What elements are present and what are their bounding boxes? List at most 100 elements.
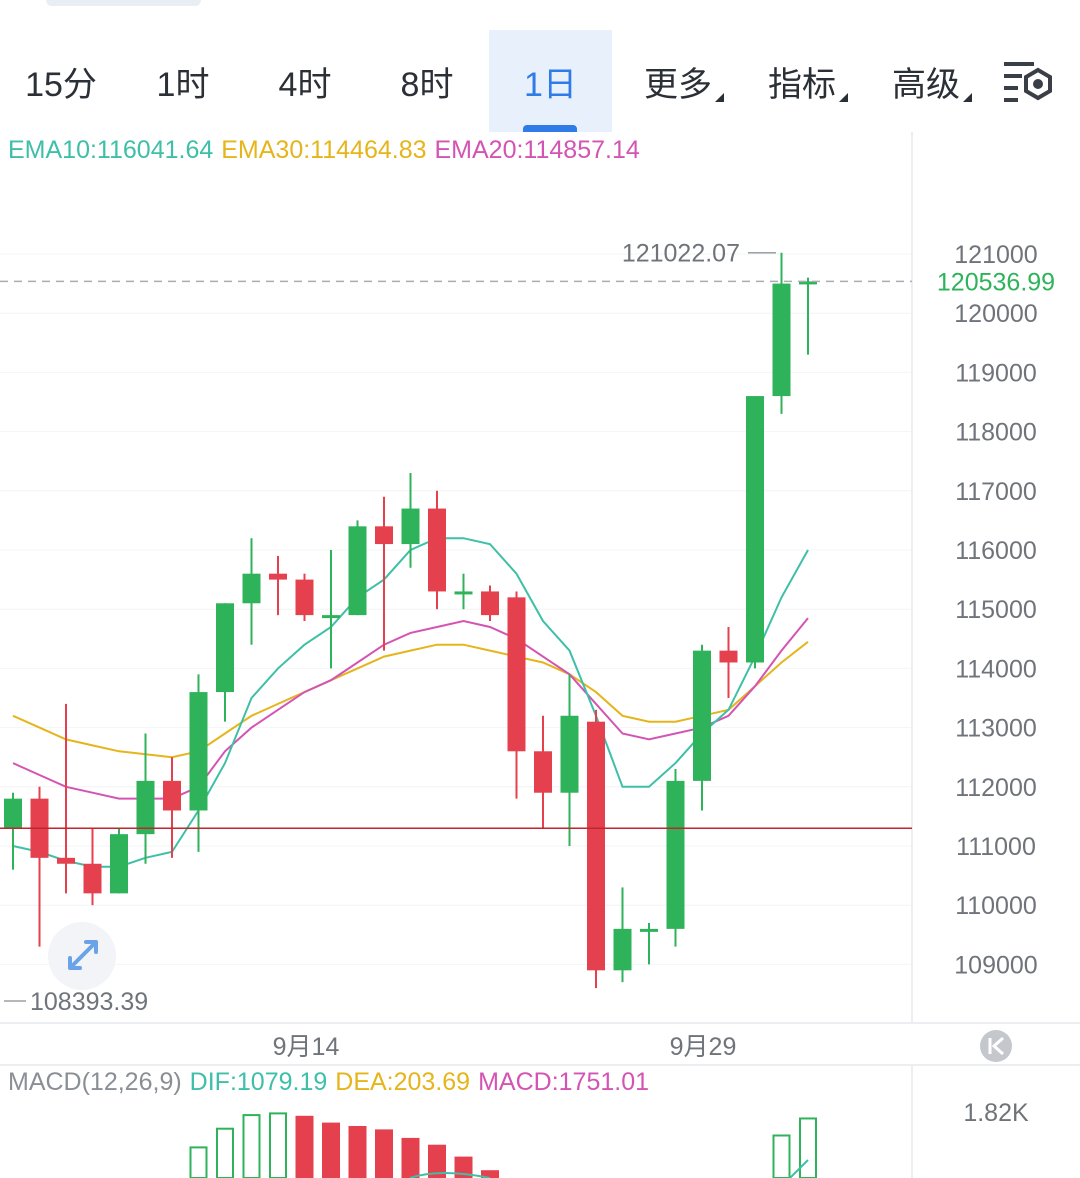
candle-body bbox=[295, 579, 314, 616]
candle-body bbox=[189, 692, 208, 811]
candle-body bbox=[322, 615, 340, 619]
price-axis: 121000 120000 119000 118000 117000 116000 1150… bbox=[954, 241, 1037, 979]
current-price-group: 120536.99 bbox=[0, 265, 1072, 298]
candle-body bbox=[136, 780, 155, 835]
dropdown-triangle-icon bbox=[963, 93, 972, 102]
low-price-label: 108393.39 bbox=[30, 988, 148, 1016]
candle-body bbox=[163, 780, 181, 811]
tab-label: 指标 bbox=[768, 65, 836, 104]
price-tick-label: 115000 bbox=[955, 596, 1037, 624]
interval-tab-bar: 15分 1时 4时 8时 1日 更多 指标 高级 bbox=[0, 0, 1080, 132]
candle-body bbox=[428, 508, 446, 592]
macd-value: MACD:1751.01 bbox=[478, 1068, 650, 1096]
ema-lines bbox=[12, 537, 809, 868]
macd-dif-line bbox=[789, 1159, 809, 1178]
scroll-to-latest-icon[interactable] bbox=[980, 1030, 1012, 1062]
ema-legend: EMA10:116041.64 EMA30:114464.83 EMA20:1148… bbox=[8, 136, 648, 165]
candle-body bbox=[348, 526, 367, 616]
candle-body bbox=[110, 834, 128, 894]
candle-body bbox=[719, 650, 738, 663]
candle-body bbox=[587, 721, 605, 971]
macd-bar bbox=[799, 1117, 817, 1178]
candle-body bbox=[4, 798, 22, 829]
tab-label: 更多 bbox=[644, 65, 712, 104]
candle-body bbox=[481, 591, 499, 616]
tab-1hour[interactable]: 1时 bbox=[122, 30, 244, 132]
macd-bar bbox=[375, 1129, 393, 1178]
tab-label: 8时 bbox=[400, 65, 454, 104]
ema10-label: EMA10:116041.64 bbox=[8, 136, 214, 164]
macd-bar bbox=[348, 1126, 367, 1178]
candle-body bbox=[269, 573, 287, 580]
price-tick-label: 116000 bbox=[955, 537, 1037, 565]
dropdown-triangle-icon bbox=[715, 93, 724, 102]
price-tick-label: 120000 bbox=[954, 300, 1037, 328]
current-price-label: 120536.99 bbox=[937, 268, 1055, 296]
candle-body bbox=[454, 591, 473, 595]
candle-body bbox=[799, 281, 817, 285]
tab-label: 高级 bbox=[892, 65, 960, 104]
candle-body bbox=[666, 780, 685, 929]
current-price-badge bbox=[920, 265, 1072, 298]
ema20-label: EMA20:114857.14 bbox=[434, 136, 640, 164]
candle-body bbox=[772, 283, 791, 397]
ema20-line bbox=[12, 617, 809, 800]
price-tick-label: 109000 bbox=[954, 951, 1037, 979]
extreme-labels: 121022.07 108393.39 bbox=[4, 240, 776, 1016]
candle-body bbox=[693, 650, 711, 781]
tab-1day[interactable]: 1日 bbox=[489, 30, 612, 132]
tab-indicators[interactable]: 指标 bbox=[750, 30, 854, 132]
chart-settings-icon[interactable] bbox=[1000, 56, 1058, 106]
tab-15min[interactable]: 15分 bbox=[0, 30, 122, 132]
macd-bar bbox=[322, 1122, 340, 1178]
price-tick-label: 121000 bbox=[954, 241, 1037, 269]
price-tick-label: 119000 bbox=[955, 359, 1037, 387]
macd-dif-line bbox=[409, 1172, 491, 1178]
macd-bar bbox=[295, 1115, 314, 1178]
candle-body bbox=[507, 597, 526, 752]
candle-body bbox=[375, 526, 393, 545]
high-price-label: 121022.07 bbox=[622, 240, 740, 268]
tab-advanced[interactable]: 高级 bbox=[874, 30, 978, 132]
candle-body bbox=[57, 857, 75, 864]
date-label: 9月29 bbox=[670, 1033, 737, 1061]
macd-dif: DIF:1079.19 bbox=[189, 1068, 328, 1096]
tab-8hour[interactable]: 8时 bbox=[366, 30, 488, 132]
ema10-line bbox=[12, 537, 809, 868]
macd-bar bbox=[242, 1114, 261, 1178]
macd-legend: MACD(12,26,9) DIF:1079.19 DEA:203.69 MACD:1… bbox=[8, 1068, 657, 1097]
active-tab-indicator bbox=[523, 125, 577, 132]
tab-more[interactable]: 更多 bbox=[626, 30, 730, 132]
tab-4hour[interactable]: 4时 bbox=[244, 30, 366, 132]
candle-body bbox=[216, 603, 234, 693]
candle-body bbox=[746, 396, 764, 663]
candle-body bbox=[640, 928, 658, 932]
candle-body bbox=[613, 928, 632, 971]
candles bbox=[4, 252, 817, 989]
candle-body bbox=[83, 863, 102, 894]
price-tick-label: 112000 bbox=[955, 774, 1037, 802]
candle-body bbox=[560, 715, 579, 793]
candle-body bbox=[534, 751, 552, 793]
price-tick-label: 114000 bbox=[955, 655, 1037, 683]
price-tick-label: 118000 bbox=[955, 419, 1037, 447]
macd-bar bbox=[772, 1134, 791, 1178]
macd-bar bbox=[401, 1137, 420, 1178]
macd-dea: DEA:203.69 bbox=[335, 1068, 471, 1096]
tab-label: 4时 bbox=[278, 65, 332, 104]
expand-arrows-icon[interactable] bbox=[48, 922, 116, 990]
drag-handle[interactable] bbox=[46, 0, 201, 6]
candle-body bbox=[401, 508, 420, 545]
macd-axis-label: 1.82K bbox=[963, 1099, 1029, 1127]
candle-body bbox=[242, 573, 261, 604]
macd-bar bbox=[216, 1127, 234, 1178]
tab-label: 1日 bbox=[524, 65, 577, 104]
ema30-label: EMA30:114464.83 bbox=[221, 136, 427, 164]
macd-bar bbox=[269, 1112, 287, 1178]
macd-params: MACD(12,26,9) bbox=[8, 1068, 182, 1096]
macd-histogram bbox=[189, 1112, 817, 1178]
price-tick-label: 113000 bbox=[955, 715, 1037, 743]
tab-label: 15分 bbox=[25, 65, 97, 104]
date-label: 9月14 bbox=[273, 1033, 340, 1061]
